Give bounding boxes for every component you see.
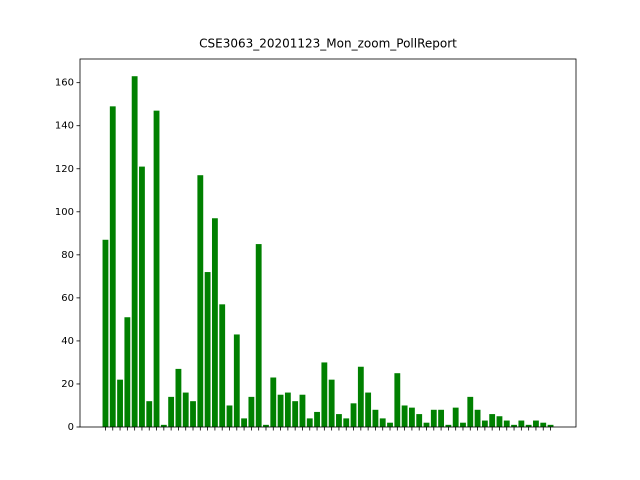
bar <box>321 362 328 427</box>
bar <box>460 422 466 427</box>
y-tick-label: 20 <box>61 379 74 390</box>
y-tick-label: 80 <box>61 250 74 261</box>
bar <box>139 166 145 427</box>
bar <box>211 218 218 427</box>
bar <box>387 422 393 427</box>
bar <box>452 407 459 427</box>
bar <box>518 420 525 427</box>
bar <box>481 420 488 427</box>
bar <box>219 304 226 427</box>
bar <box>131 76 138 428</box>
bar <box>292 401 299 427</box>
bar <box>372 409 379 427</box>
bar <box>190 401 196 427</box>
bar <box>153 110 160 428</box>
bar <box>430 409 437 427</box>
bar <box>204 272 211 427</box>
y-tick-label: 40 <box>61 336 74 347</box>
bar <box>197 175 204 427</box>
y-tick-label: 120 <box>55 164 74 175</box>
y-tick-label: 160 <box>55 78 74 89</box>
bar <box>182 392 189 427</box>
bar <box>533 420 539 427</box>
bar <box>241 418 248 427</box>
bar <box>160 424 167 427</box>
y-tick-label: 100 <box>55 207 74 218</box>
bar <box>255 244 262 427</box>
bar <box>284 392 291 427</box>
bar <box>124 317 131 427</box>
plot-frame <box>79 58 577 428</box>
bar <box>365 392 372 427</box>
chart-title: CSE3063_20201123_Mon_zoom_PollReport <box>199 37 457 51</box>
bar <box>270 377 277 427</box>
bar <box>248 396 255 427</box>
bar <box>467 396 474 427</box>
bar <box>233 334 240 427</box>
bar <box>511 424 517 427</box>
bar <box>299 394 306 427</box>
bar <box>314 411 320 427</box>
bar <box>438 409 445 427</box>
bar <box>357 366 364 427</box>
bar <box>408 407 415 427</box>
bar <box>328 379 335 427</box>
y-tick-label: 140 <box>55 121 74 132</box>
bar <box>416 414 423 427</box>
bar <box>423 422 430 427</box>
bar <box>540 422 547 427</box>
bar <box>102 239 109 427</box>
y-tick-label: 60 <box>61 293 74 304</box>
y-tick-label: 0 <box>68 422 74 433</box>
bar <box>401 405 408 427</box>
bar <box>379 418 386 427</box>
bar <box>146 401 153 427</box>
bar <box>496 416 503 427</box>
bar <box>525 424 532 427</box>
bar <box>489 414 496 427</box>
bar <box>306 418 313 427</box>
bar <box>277 394 284 427</box>
bar <box>117 379 123 427</box>
bar <box>343 418 350 427</box>
bar <box>503 420 510 427</box>
bar <box>263 424 269 427</box>
bar <box>109 106 116 427</box>
bar <box>336 414 342 427</box>
bar <box>445 424 452 427</box>
bar <box>168 396 175 427</box>
bar <box>394 373 401 427</box>
bar <box>350 403 357 427</box>
bar <box>175 368 182 427</box>
bar <box>226 405 233 427</box>
bar <box>474 409 481 427</box>
bar <box>547 424 554 427</box>
